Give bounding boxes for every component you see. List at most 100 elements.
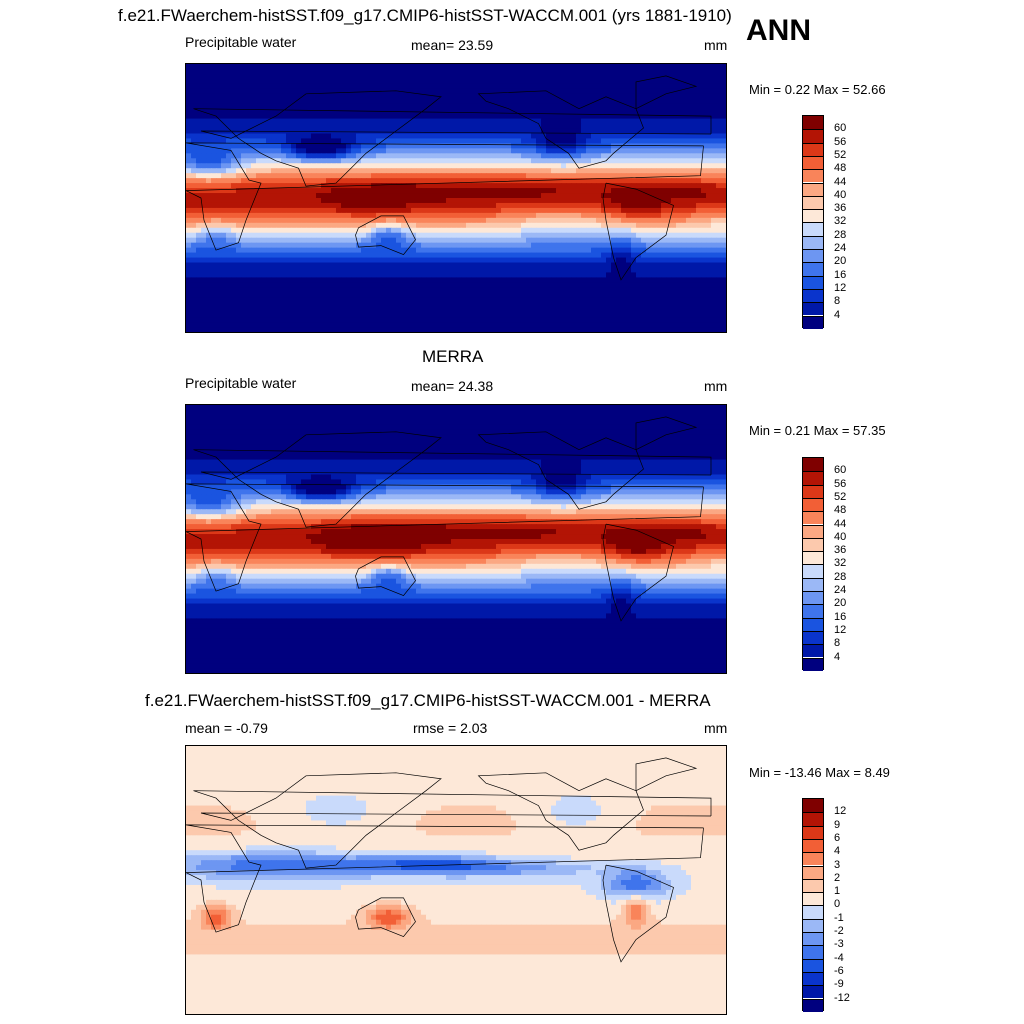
map-cell (476, 188, 482, 194)
map-cell (311, 188, 317, 194)
map-cell (351, 108, 357, 115)
map-cell (691, 237, 697, 244)
map-cell (561, 188, 567, 194)
map-cell (701, 267, 707, 274)
map-cell (636, 282, 642, 288)
map-cell (386, 227, 392, 234)
map-cell (596, 247, 602, 254)
map-cell (361, 163, 367, 169)
map-cell (701, 88, 707, 95)
map-cell (291, 188, 297, 194)
map-cell (326, 103, 332, 110)
map-cell (376, 227, 382, 234)
map-cell (456, 93, 462, 100)
map-cell (526, 133, 532, 140)
map-cell (236, 138, 242, 144)
map-cell (286, 232, 292, 239)
map-cell (241, 173, 247, 179)
map-cell (516, 272, 522, 278)
map-cell (396, 64, 402, 70)
map-cell (281, 93, 287, 100)
map-cell (281, 272, 287, 278)
map-cell (391, 153, 397, 159)
map-cell (226, 188, 232, 194)
map-cell (671, 78, 677, 85)
map-cell (436, 262, 442, 269)
map-cell (551, 242, 557, 249)
map-cell (226, 68, 232, 75)
map-cell (351, 193, 357, 199)
map-cell (406, 128, 412, 135)
map-cell (361, 188, 367, 194)
map-cell (191, 83, 197, 90)
map-cell (676, 222, 682, 229)
map-cell (441, 202, 447, 209)
map-cell (476, 64, 482, 70)
map-cell (396, 98, 402, 105)
map-cell (581, 193, 587, 199)
map-cell (351, 143, 357, 149)
map-cell (456, 178, 462, 184)
map-cell (601, 148, 607, 154)
map-cell (231, 272, 237, 278)
map-cell (361, 282, 367, 288)
map-cell (606, 242, 612, 249)
map-cell (626, 103, 632, 110)
map-cell (336, 257, 342, 264)
map-cell (451, 153, 457, 159)
map-cell (351, 103, 357, 110)
map-cell (446, 222, 452, 229)
map-cell (481, 118, 487, 125)
map-cell (481, 123, 487, 130)
map-cell (526, 252, 532, 259)
map-cell (611, 73, 617, 80)
map-cell (626, 183, 632, 189)
map-cell (656, 83, 662, 90)
map-cell (216, 138, 222, 144)
map-cell (586, 113, 592, 120)
map-cell (256, 272, 262, 278)
map-cell (351, 88, 357, 95)
map-cell (641, 73, 647, 80)
map-cell (281, 98, 287, 105)
map-cell (296, 292, 302, 298)
map-cell (236, 202, 242, 209)
map-cell (241, 183, 247, 189)
map-cell (251, 153, 257, 159)
map-cell (606, 133, 612, 140)
map-cell (636, 83, 642, 90)
map-cell (586, 158, 592, 164)
map-cell (446, 64, 452, 70)
map-cell (491, 118, 497, 125)
map-cell (266, 138, 272, 144)
map-cell (566, 178, 572, 184)
map-cell (371, 168, 377, 174)
map-cell (486, 163, 492, 169)
map-cell (331, 222, 337, 229)
map-cell (471, 252, 477, 259)
map-cell (361, 232, 367, 239)
map-cell (681, 257, 687, 264)
map-cell (571, 207, 577, 214)
map-cell (416, 257, 422, 264)
map-cell (406, 93, 412, 100)
map-cell (201, 163, 207, 169)
map-cell (246, 158, 252, 164)
map-cell (526, 148, 532, 154)
map-cell (531, 173, 537, 179)
map-cell (471, 188, 477, 194)
map-cell (471, 118, 477, 125)
map-cell (341, 73, 347, 80)
map-cell (441, 242, 447, 249)
map-cell (406, 198, 412, 204)
map-cell (506, 247, 512, 254)
map-cell (341, 247, 347, 254)
map-cell (666, 282, 672, 288)
map-cell (441, 257, 447, 264)
map-cell (331, 207, 337, 214)
map-cell (486, 123, 492, 130)
map-cell (451, 183, 457, 189)
map-cell (246, 202, 252, 209)
map-cell (441, 93, 447, 100)
map-cell (701, 183, 707, 189)
